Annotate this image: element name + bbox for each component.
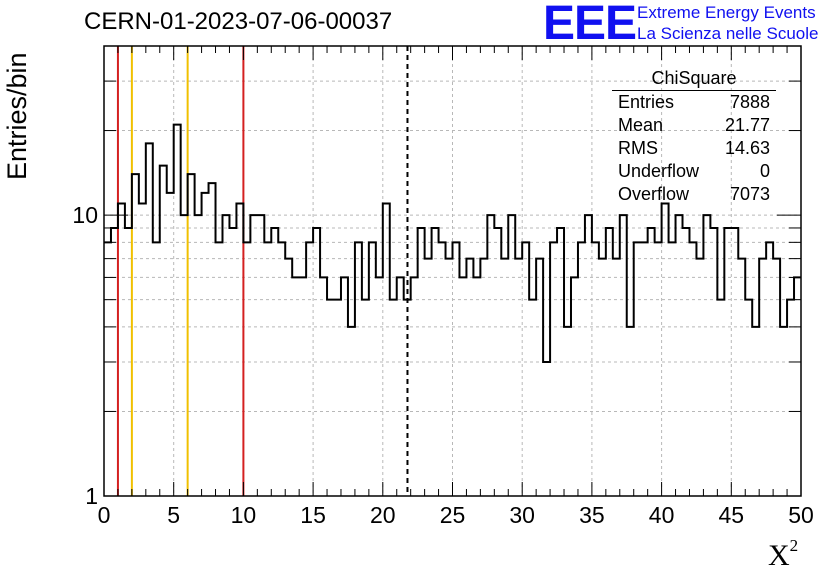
x-tick-label: 40 <box>649 502 675 528</box>
x-tick-label: 45 <box>719 502 745 528</box>
x-tick-label: 10 <box>231 502 257 528</box>
eee-logo: EEE <box>543 0 637 50</box>
x-tick-label: 15 <box>300 502 326 528</box>
x-tick-label: 30 <box>509 502 535 528</box>
stats-row-underflow: Underflow 0 <box>618 161 770 181</box>
logo-text-line1: Extreme Energy Events <box>637 3 816 22</box>
x-tick-label: 0 <box>98 502 111 528</box>
stats-row-mean: Mean 21.77 <box>618 115 770 135</box>
stats-row-overflow: Overflow 7073 <box>618 184 770 204</box>
x-axis-label: X2 <box>768 536 799 572</box>
x-tick-label: 25 <box>440 502 466 528</box>
x-tick-label: 20 <box>370 502 396 528</box>
stats-row-entries: Entries 7888 <box>618 92 770 112</box>
x-tick-label: 50 <box>788 502 814 528</box>
chart-title: CERN-01-2023-07-06-00037 <box>84 8 393 35</box>
stats-row-rms: RMS 14.63 <box>618 138 770 158</box>
y-tick-label: 1 <box>85 483 98 509</box>
logo-text-line2: La Scienza nelle Scuole <box>637 24 819 43</box>
stats-title: ChiSquare <box>612 68 776 91</box>
stats-box: ChiSquare Entries 7888 Mean 21.77 RMS 14.63… <box>612 68 776 206</box>
y-tick-label: 10 <box>72 202 98 228</box>
histogram-series <box>104 123 801 363</box>
x-tick-label: 35 <box>579 502 605 528</box>
x-tick-label: 5 <box>167 502 180 528</box>
y-axis-label: Entries/bin <box>2 52 32 180</box>
